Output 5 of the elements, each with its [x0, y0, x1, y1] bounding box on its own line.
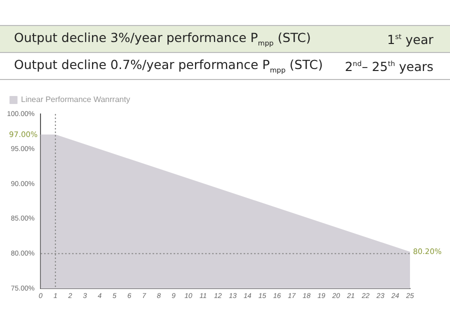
text: 2$^{nd}$– 25$^{th}$ years: [330, 52, 450, 80]
text: 1$^{st}$ year: [330, 26, 450, 52]
text: Output decline 0.7%/year performance P$_{mpp}$ (STC): [0, 52, 331, 80]
legend-label: Linear Performance Wanrranty: [21, 95, 130, 104]
text: Output decline 3%/year performance P$_{mpp}$ (STC): [0, 26, 331, 52]
